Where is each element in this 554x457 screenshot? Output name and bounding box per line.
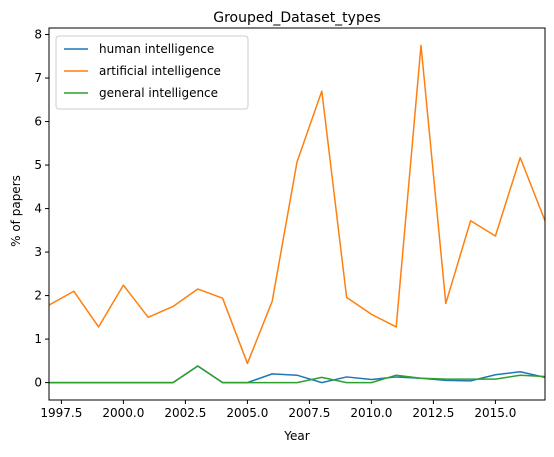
x-tick-label: 2000.0	[102, 406, 144, 420]
axes-frame	[48, 27, 546, 401]
x-tick-label: 2012.5	[412, 406, 454, 420]
x-tick-label: 2015.0	[474, 406, 516, 420]
y-tick-label: 5	[34, 158, 42, 172]
plot-area	[49, 44, 545, 384]
y-tick-label: 1	[34, 332, 42, 346]
y-tick-label: 4	[34, 202, 42, 216]
legend-items: human intelligence artificial intelligenc…	[64, 42, 221, 100]
legend-label: artificial intelligence	[99, 64, 221, 78]
x-tick-label: 2007.5	[288, 406, 330, 420]
x-axis-label: Year	[283, 429, 309, 443]
y-tick-label: 8	[34, 28, 42, 42]
series-line-1	[49, 44, 545, 365]
chart-title: Grouped_Dataset_types	[213, 10, 381, 26]
y-tick-label: 6	[34, 115, 42, 129]
x-tick-label: 2010.0	[350, 406, 392, 420]
series-line-2	[49, 365, 545, 384]
legend-box	[55, 35, 249, 110]
series-line-0	[49, 365, 545, 384]
legend: human intelligence artificial intelligenc…	[55, 35, 249, 110]
y-tick-label: 7	[34, 71, 42, 85]
legend-label: general intelligence	[99, 86, 218, 100]
y-axis-label: % of papers	[9, 175, 23, 247]
x-tick-label: 1997.5	[40, 406, 82, 420]
x-tick-label: 2005.0	[226, 406, 268, 420]
y-tick-label: 0	[34, 376, 42, 390]
legend-label: human intelligence	[99, 42, 214, 56]
y-tick-label: 3	[34, 245, 42, 259]
y-tick-label: 2	[34, 289, 42, 303]
x-tick-label: 2002.5	[164, 406, 206, 420]
axis-ticks: 1997.5 2000.0 2002.5 2005.0 2007.5 2010.0 2012…	[34, 28, 516, 420]
